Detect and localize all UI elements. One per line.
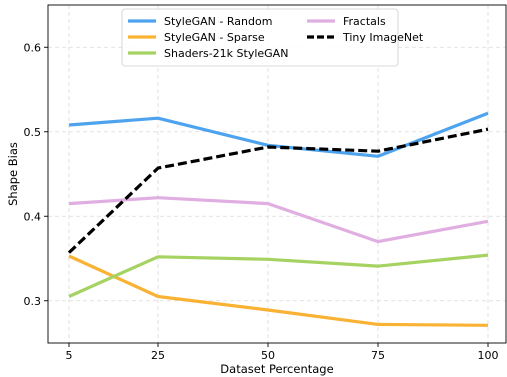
legend-label: StyleGAN - Sparse [164,31,265,44]
x-tick-label: 50 [261,349,275,362]
y-tick-label: 0.5 [24,126,42,139]
legend-label: Fractals [343,15,386,28]
x-axis-label: Dataset Percentage [220,362,333,376]
x-tick-label: 5 [66,349,73,362]
legend-label: Tiny ImageNet [342,31,424,44]
x-tick-label: 25 [151,349,165,362]
series-line-stylegan-sparse [69,256,488,325]
x-tick-label: 100 [478,349,499,362]
series-layer [69,113,488,325]
series-line-shaders-21k-stylegan [69,255,488,296]
legend: StyleGAN - Random StyleGAN - Sparse Shader… [122,9,424,66]
legend-label: StyleGAN - Random [164,15,272,28]
series-line-fractals [69,198,488,242]
y-tick-label: 0.6 [24,41,42,54]
series-line-stylegan-random [69,113,488,156]
x-tick-label: 75 [371,349,385,362]
legend-label: Shaders-21k StyleGAN [164,47,288,60]
y-axis-label: Shape Bias [6,142,20,206]
y-tick-label: 0.3 [24,295,42,308]
y-tick-label: 0.4 [24,210,42,223]
